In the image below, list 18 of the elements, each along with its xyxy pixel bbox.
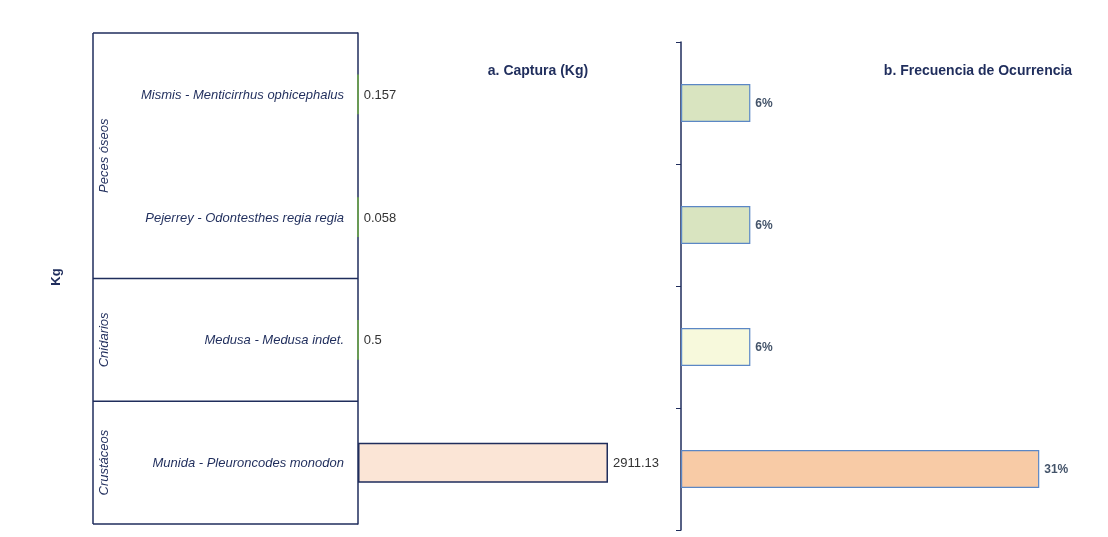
text: Cnidarios: [95, 311, 111, 368]
y-tick-label: Pejerrey - Odontesthes regia regia: [145, 209, 344, 225]
y-tick-label: Mismis - Menticirrhus ophicephalus: [140, 86, 345, 102]
data-label: 31%: [1044, 462, 1069, 476]
y-tick-label: Munida - Pleuroncodes monodon: [152, 455, 344, 471]
text: b. Frecuencia de Ocurrencia: [883, 62, 1073, 78]
data-label: 0.058: [363, 209, 397, 225]
data-label: 0.5: [363, 332, 382, 348]
data-label: 6%: [755, 218, 774, 232]
text: Peces óseos: [95, 118, 111, 193]
text: Crustáceos: [95, 429, 111, 496]
data-label: 6%: [755, 96, 774, 110]
data-label: 0.157: [363, 86, 397, 102]
y-tick-label: Medusa - Medusa indet.: [204, 332, 344, 348]
data-label: 2911.13: [613, 455, 660, 471]
text: a. Captura (Kg): [487, 62, 589, 78]
data-label: 6%: [755, 340, 774, 354]
y-axis-title: Kg: [47, 268, 63, 286]
